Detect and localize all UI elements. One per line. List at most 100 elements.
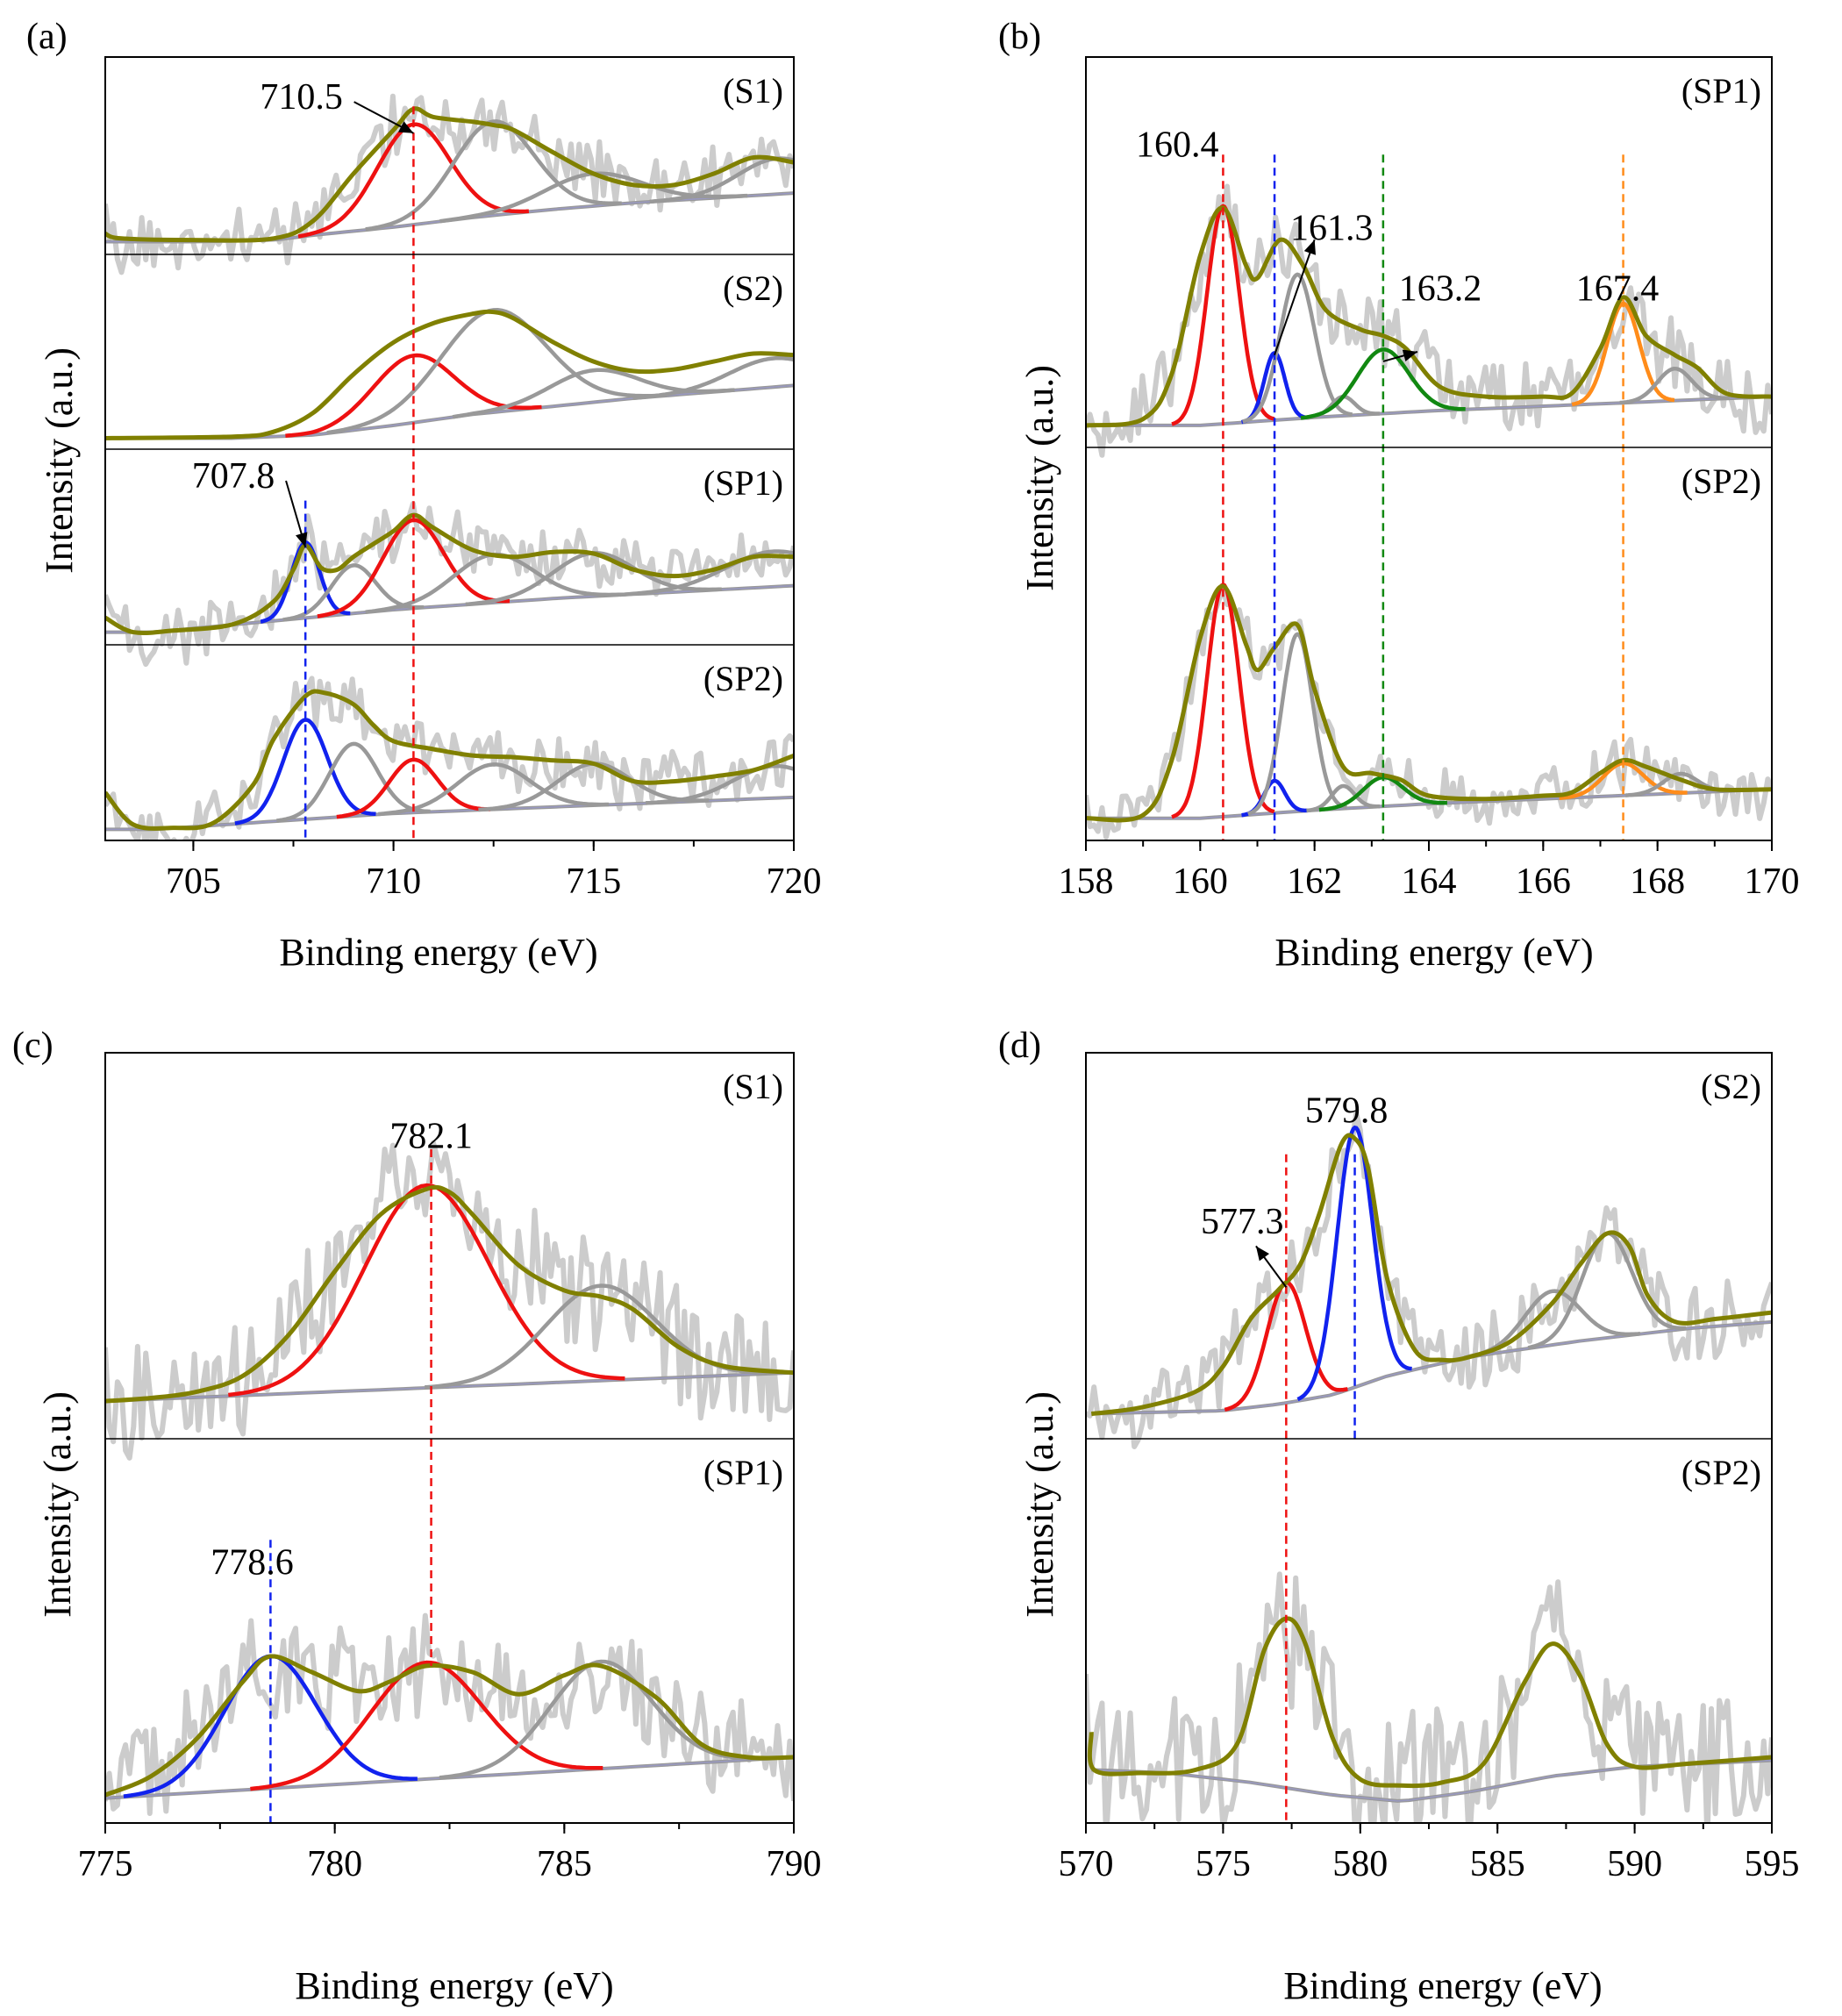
sample-label: (SP1) bbox=[703, 463, 783, 503]
annotation-arrowhead bbox=[1402, 349, 1417, 361]
x-tick-label: 785 bbox=[537, 1844, 592, 1884]
x-tick-label: 168 bbox=[1630, 861, 1685, 902]
subplot-sp1 bbox=[105, 501, 794, 668]
fit-peak-gray bbox=[1306, 783, 1380, 813]
x-tick-label: 580 bbox=[1332, 1844, 1388, 1884]
panel-b-xlabel: Binding energy (eV) bbox=[1274, 931, 1593, 974]
panel-c: (c) Binding energy (eV) Intensity (a.u.)… bbox=[12, 1026, 822, 2007]
sample-label: (SP2) bbox=[1681, 1453, 1761, 1492]
panel-d-xlabel: Binding energy (eV) bbox=[1283, 1964, 1602, 2007]
x-tick-label: 780 bbox=[307, 1844, 362, 1884]
annotation-arrow bbox=[1274, 239, 1316, 355]
fit-peak-red bbox=[285, 353, 542, 438]
panel-c-xlabel: Binding energy (eV) bbox=[295, 1964, 613, 2007]
peak-annotation: 782.1 bbox=[389, 1117, 473, 1157]
annotation-arrowhead bbox=[1303, 239, 1316, 255]
panel-label-a: (a) bbox=[26, 17, 68, 57]
baseline-overlay bbox=[1086, 396, 1772, 426]
peak-annotation: 163.2 bbox=[1399, 269, 1482, 310]
sample-label: (SP1) bbox=[703, 1453, 783, 1492]
envelope bbox=[105, 512, 794, 636]
raw-spectrum bbox=[105, 676, 794, 840]
axes-frame bbox=[1085, 56, 1773, 841]
panel-a-xlabel: Binding energy (eV) bbox=[279, 931, 597, 974]
fit-peak-gray bbox=[282, 563, 425, 622]
fit-peak-green bbox=[1300, 347, 1466, 420]
subplot-sp2 bbox=[1086, 582, 1772, 840]
peak-annotation: 577.3 bbox=[1201, 1202, 1284, 1242]
baseline-overlay bbox=[105, 1371, 794, 1402]
sample-label: (SP2) bbox=[703, 659, 783, 698]
fit-peak-gray bbox=[1619, 366, 1730, 405]
x-tick-label: 166 bbox=[1516, 861, 1571, 902]
panel-c-ylabel: Intensity (a.u.) bbox=[36, 1391, 79, 1618]
raw-spectrum bbox=[105, 1612, 794, 1816]
peak-annotation: 579.8 bbox=[1305, 1091, 1389, 1132]
peak-annotation: 160.4 bbox=[1136, 125, 1219, 165]
x-tick-label: 170 bbox=[1745, 861, 1800, 902]
sample-label: (S2) bbox=[723, 268, 783, 308]
x-tick-label: 575 bbox=[1196, 1844, 1251, 1884]
fit-peak-red bbox=[250, 1660, 603, 1791]
panel-a-ylabel: Intensity (a.u.) bbox=[38, 347, 81, 574]
envelope bbox=[105, 1654, 794, 1798]
sample-label: (S1) bbox=[723, 71, 783, 111]
sample-label: (SP2) bbox=[1681, 461, 1761, 501]
x-tick-label: 160 bbox=[1173, 861, 1228, 902]
panel-label-b: (b) bbox=[998, 17, 1041, 57]
x-tick-label: 590 bbox=[1607, 1844, 1662, 1884]
plot-area bbox=[105, 93, 794, 840]
envelope bbox=[1086, 583, 1772, 823]
fit-peak-blue bbox=[1296, 1125, 1412, 1402]
panel-label-d: (d) bbox=[998, 1026, 1041, 1066]
plot-area bbox=[1086, 1111, 1772, 1823]
annotation-arrowhead bbox=[1255, 1246, 1269, 1262]
x-tick-label: 164 bbox=[1402, 861, 1457, 902]
peak-annotation: 778.6 bbox=[211, 1543, 294, 1583]
envelope bbox=[105, 1184, 794, 1404]
envelope bbox=[105, 106, 794, 243]
x-tick-label: 158 bbox=[1059, 861, 1114, 902]
panel-d-ylabel: Intensity (a.u.) bbox=[1018, 1391, 1061, 1618]
x-tick-label: 162 bbox=[1287, 861, 1342, 902]
x-tick-label: 585 bbox=[1470, 1844, 1525, 1884]
sample-label: (S2) bbox=[1701, 1067, 1761, 1106]
fit-peak-gray bbox=[619, 549, 794, 597]
annotation-arrowhead bbox=[296, 532, 308, 547]
panel-b: (b) Binding energy (eV) Intensity (a.u.)… bbox=[998, 17, 1800, 974]
fit-peak-gray bbox=[276, 741, 431, 823]
raw-spectrum bbox=[1086, 183, 1772, 458]
raw-spectrum bbox=[105, 1140, 794, 1461]
envelope bbox=[105, 309, 794, 440]
peak-annotation: 167.4 bbox=[1576, 269, 1660, 310]
x-tick-label: 705 bbox=[166, 861, 221, 902]
sample-label: (S1) bbox=[723, 1067, 783, 1106]
subplot-s1 bbox=[105, 93, 794, 275]
subplot-sp2 bbox=[1086, 1571, 1772, 1823]
fit-peak-gray bbox=[365, 119, 622, 232]
envelope bbox=[105, 689, 794, 831]
envelope bbox=[1090, 1133, 1772, 1417]
peak-annotation: 161.3 bbox=[1290, 208, 1374, 248]
subplot-sp1 bbox=[105, 1612, 794, 1816]
subplot-s2 bbox=[105, 308, 794, 440]
peak-annotation: 707.8 bbox=[192, 456, 275, 497]
x-tick-label: 570 bbox=[1059, 1844, 1114, 1884]
fit-peak-red bbox=[228, 1183, 625, 1398]
fit-peak-gray bbox=[1247, 632, 1347, 816]
subplot-sp2 bbox=[105, 676, 794, 840]
envelope bbox=[1086, 205, 1772, 428]
x-tick-label: 720 bbox=[767, 861, 822, 902]
fit-peak-blue bbox=[234, 718, 376, 826]
fit-peak-gray bbox=[439, 1659, 763, 1780]
fit-peak-red bbox=[336, 757, 491, 819]
panel-b-ylabel: Intensity (a.u.) bbox=[1018, 365, 1061, 591]
baseline-overlay bbox=[105, 384, 794, 440]
subplot-s1 bbox=[105, 1140, 794, 1461]
x-tick-label: 775 bbox=[78, 1844, 133, 1884]
axes-frame bbox=[1085, 1052, 1773, 1824]
baseline bbox=[105, 191, 794, 244]
subplot-sp1 bbox=[1086, 183, 1772, 458]
fit-peak-gray bbox=[378, 762, 610, 817]
